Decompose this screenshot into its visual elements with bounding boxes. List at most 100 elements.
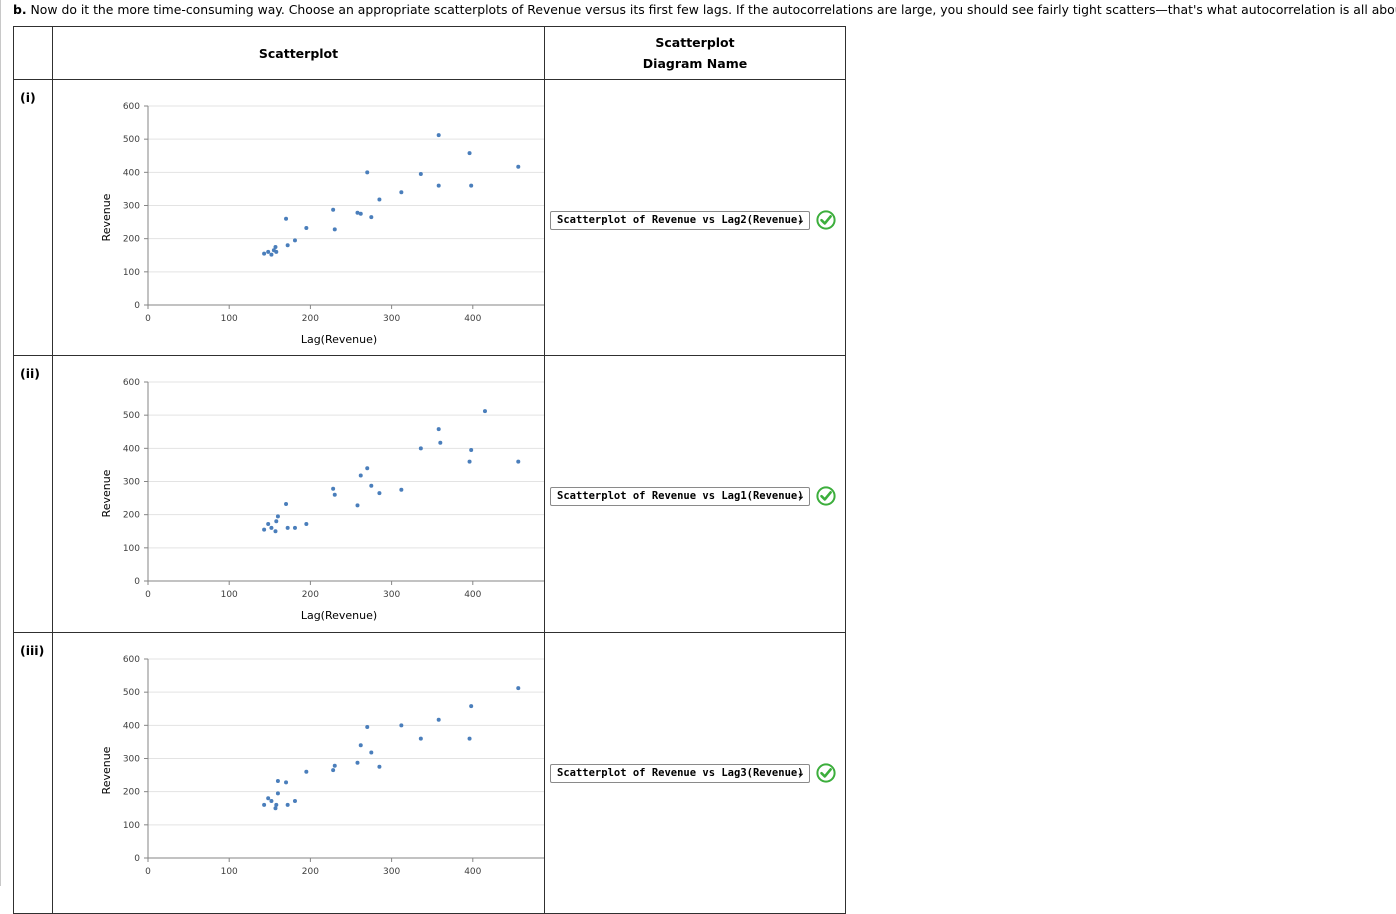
answer-control: Scatterplot of Revenue vs Lag3(Revenue) ⌄: [550, 763, 836, 783]
check-circle-icon: [816, 486, 836, 506]
data-point: [292, 525, 297, 530]
data-point: [399, 190, 404, 195]
data-point: [274, 519, 279, 524]
scatterplot-table: Scatterplot Scatterplot Diagram Name (i)…: [13, 26, 846, 914]
diagram-name-select[interactable]: Scatterplot of Revenue vs Lag1(Revenue) ⌄: [550, 486, 810, 506]
left-border: [0, 0, 1, 886]
data-point: [399, 723, 404, 728]
data-point: [331, 768, 336, 773]
data-point: [331, 486, 336, 491]
data-point: [285, 525, 290, 530]
data-point: [262, 251, 267, 256]
data-point: [469, 447, 474, 452]
data-point: [377, 197, 382, 202]
check-circle-icon: [816, 210, 836, 230]
data-point: [285, 243, 290, 248]
data-point: [516, 686, 521, 691]
data-point: [332, 227, 337, 232]
data-point: [469, 704, 474, 709]
data-point: [467, 459, 472, 464]
x-tick-label: 400: [464, 314, 481, 324]
data-point: [436, 717, 441, 722]
data-point: [274, 249, 279, 254]
row-label: (ii): [13, 355, 53, 633]
data-point: [469, 183, 474, 188]
y-tick-label: 400: [123, 444, 140, 454]
diagram-name-select[interactable]: Scatterplot of Revenue vs Lag3(Revenue) ⌄: [550, 763, 810, 783]
data-point: [284, 216, 289, 221]
y-axis-title: Revenue: [100, 193, 113, 241]
data-point: [355, 760, 360, 765]
data-point: [332, 763, 337, 768]
data-point: [467, 151, 472, 156]
y-tick-label: 100: [123, 268, 140, 278]
x-tick-label: 300: [383, 314, 400, 324]
data-point: [273, 529, 278, 534]
y-tick-label: 200: [123, 788, 140, 798]
data-point: [467, 736, 472, 741]
data-point: [284, 502, 289, 507]
diagram-name-select[interactable]: Scatterplot of Revenue vs Lag2(Revenue) ⌄: [550, 210, 810, 230]
y-tick-label: 300: [123, 755, 140, 765]
y-tick-label: 200: [123, 511, 140, 521]
y-tick-label: 500: [123, 411, 140, 421]
y-tick-label: 200: [123, 235, 140, 245]
selected-option: Scatterplot of Revenue vs Lag1(Revenue): [557, 489, 804, 502]
y-tick-label: 300: [123, 478, 140, 488]
data-point: [304, 521, 309, 526]
data-point: [332, 492, 337, 497]
data-point: [369, 750, 374, 755]
data-point: [418, 446, 423, 451]
chart-cell: 01002003004005006000100200300400500Reven…: [52, 632, 545, 914]
answer-cell: Scatterplot of Revenue vs Lag3(Revenue) ⌄: [544, 632, 846, 914]
x-tick-label: 300: [383, 867, 400, 877]
data-point: [262, 802, 267, 807]
y-tick-label: 500: [123, 688, 140, 698]
chevron-down-icon: ⌄: [796, 490, 805, 502]
x-tick-label: 100: [221, 314, 238, 324]
table-row: (ii) 01002003004005006000100200300400500…: [13, 355, 846, 633]
y-tick-label: 400: [123, 168, 140, 178]
data-point: [292, 798, 297, 803]
x-tick-label: 200: [302, 867, 319, 877]
chevron-down-icon: ⌄: [796, 214, 805, 226]
data-point: [438, 440, 443, 445]
chart-cell: 01002003004005006000100200300400500Reven…: [52, 79, 545, 356]
y-tick-label: 300: [123, 202, 140, 212]
answer-control: Scatterplot of Revenue vs Lag1(Revenue) ⌄: [550, 486, 836, 506]
data-point: [284, 780, 289, 785]
data-point: [262, 527, 267, 532]
data-point: [273, 244, 278, 249]
x-tick-label: 0: [145, 314, 151, 324]
header-diagram-line2: Diagram Name: [642, 56, 748, 71]
data-point: [358, 743, 363, 748]
table-row: (iii) 0100200300400500600010020030040050…: [13, 632, 846, 914]
data-point: [355, 503, 360, 508]
scatter-chart: 01002003004005006000100200300400500Reven…: [100, 102, 544, 346]
y-tick-label: 400: [123, 721, 140, 731]
y-tick-label: 600: [123, 655, 140, 665]
selected-option: Scatterplot of Revenue vs Lag2(Revenue): [557, 213, 804, 226]
x-tick-label: 200: [302, 590, 319, 600]
y-tick-label: 100: [123, 544, 140, 554]
header-diagram-name: Scatterplot Diagram Name: [544, 26, 846, 80]
header-blank-cell: [13, 26, 53, 80]
data-point: [275, 791, 280, 796]
answer-cell: Scatterplot of Revenue vs Lag2(Revenue) ⌄: [544, 79, 846, 356]
y-tick-label: 600: [123, 378, 140, 388]
data-point: [436, 133, 441, 138]
data-point: [436, 427, 441, 432]
x-tick-label: 200: [302, 314, 319, 324]
data-point: [436, 183, 441, 188]
data-point: [274, 802, 279, 807]
data-point: [304, 769, 309, 774]
header-diagram-line1: Scatterplot: [655, 35, 735, 50]
x-axis-title: Lag(Revenue): [301, 333, 377, 346]
data-point: [418, 171, 423, 176]
y-tick-label: 0: [134, 577, 140, 587]
answer-control: Scatterplot of Revenue vs Lag2(Revenue) ⌄: [550, 210, 836, 230]
data-point: [365, 724, 370, 729]
data-point: [269, 525, 274, 530]
chevron-down-icon: ⌄: [796, 767, 805, 779]
y-tick-label: 500: [123, 135, 140, 145]
